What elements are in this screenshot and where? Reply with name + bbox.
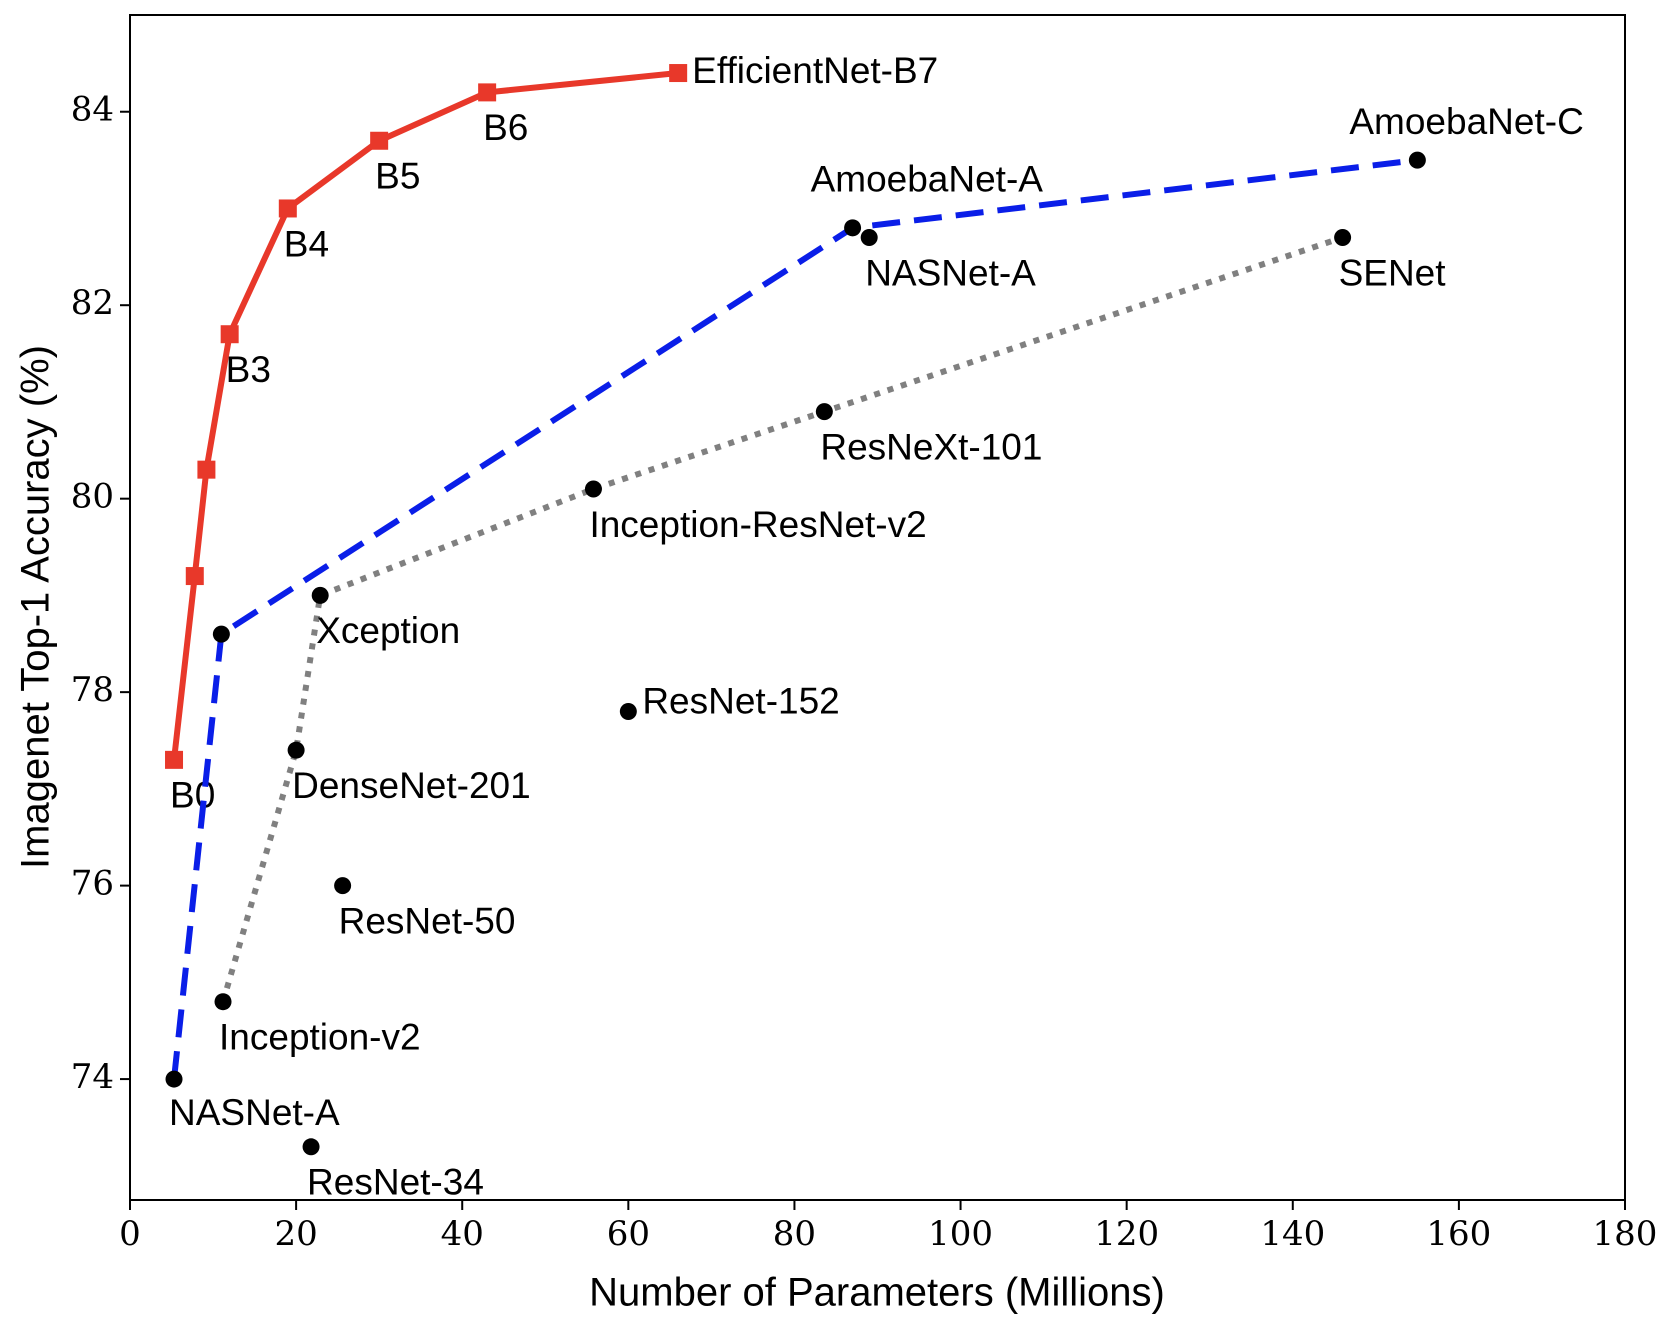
y-tick-label: 74 [71, 1057, 114, 1097]
marker [669, 64, 688, 83]
x-tick-label: 120 [1094, 1214, 1159, 1254]
marker [584, 480, 602, 498]
x-axis-title: Number of Parameters (Millions) [589, 1271, 1165, 1315]
marker [287, 741, 305, 759]
y-tick-label: 78 [71, 670, 114, 710]
point-label: SENet [1339, 252, 1447, 293]
y-tick-label: 82 [71, 283, 114, 323]
y-tick-label: 84 [71, 90, 114, 130]
point-label: ResNet-152 [642, 680, 839, 721]
point-label: B4 [284, 223, 329, 264]
marker [1334, 228, 1352, 246]
x-tick-label: 180 [1593, 1214, 1658, 1254]
series-line [171, 70, 679, 761]
point-label: ResNeXt-101 [820, 426, 1042, 467]
x-tick-label: 80 [773, 1214, 816, 1254]
y-tick-label: 76 [71, 864, 114, 904]
marker [815, 403, 833, 421]
marker [214, 993, 232, 1011]
point-label: Inception-v2 [219, 1016, 421, 1057]
y-axis-title: Imagenet Top-1 Accuracy (%) [14, 345, 58, 869]
marker [220, 325, 239, 344]
point-label: ResNet-34 [307, 1162, 484, 1203]
marker [860, 228, 878, 246]
point-label: AmoebaNet-A [811, 159, 1044, 200]
x-tick-label: 20 [274, 1214, 317, 1254]
x-tick-label: 140 [1260, 1214, 1325, 1254]
point-label: Inception-ResNet-v2 [589, 504, 926, 545]
series-line [220, 234, 1344, 1003]
marker [844, 219, 862, 237]
point-label: DenseNet-201 [292, 765, 531, 806]
point-label: B5 [375, 156, 420, 197]
point-label: Xception [316, 610, 460, 651]
point-label: B6 [483, 107, 528, 148]
point-label: AmoebaNet-C [1349, 101, 1583, 142]
marker [334, 877, 352, 895]
marker [619, 702, 637, 720]
marker [1408, 151, 1426, 169]
series-line [171, 157, 1418, 1080]
marker [278, 199, 297, 218]
marker [185, 567, 204, 586]
marker [311, 586, 329, 604]
point-label: EfficientNet-B7 [692, 50, 938, 91]
point-label: ResNet-50 [339, 900, 516, 941]
x-tick-label: 100 [928, 1214, 993, 1254]
marker [478, 83, 497, 102]
x-tick-label: 160 [1426, 1214, 1491, 1254]
marker [165, 750, 184, 769]
x-tick-label: 60 [607, 1214, 650, 1254]
point-label: NASNet-A [865, 252, 1036, 293]
marker [197, 460, 216, 479]
x-tick-label: 0 [119, 1214, 141, 1254]
marker [212, 625, 230, 643]
x-tick-label: 40 [441, 1214, 484, 1254]
marker [370, 131, 389, 150]
point-label: B3 [226, 349, 271, 390]
plot-frame [129, 14, 1626, 1201]
y-tick-label: 80 [71, 477, 114, 517]
marker [302, 1138, 320, 1156]
marker [165, 1070, 183, 1088]
point-label: NASNet-A [169, 1092, 340, 1133]
